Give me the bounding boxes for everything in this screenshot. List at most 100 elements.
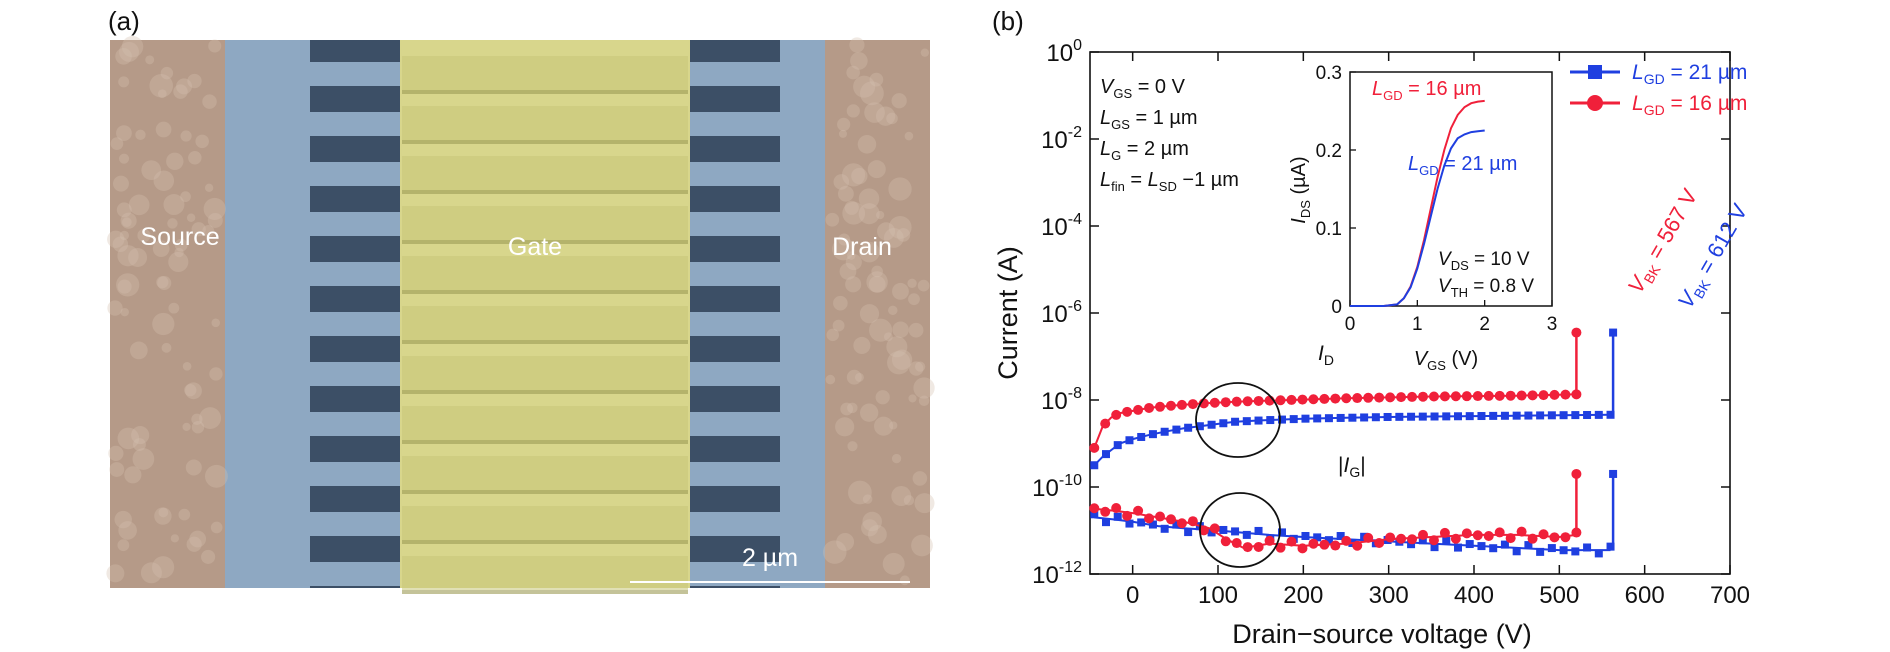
- grain: [850, 52, 868, 70]
- data-point: [1559, 546, 1568, 555]
- panel-a-label: (a): [108, 6, 140, 36]
- grain: [189, 530, 207, 548]
- data-point: [1264, 535, 1275, 546]
- data-point: [1286, 394, 1297, 405]
- data-point: [1137, 518, 1146, 527]
- data-point: [1547, 544, 1556, 553]
- grain: [899, 575, 910, 586]
- inset-series-line: [1350, 129, 1485, 307]
- grain: [887, 350, 911, 375]
- x-tick-label: 400: [1454, 582, 1494, 609]
- grain: [825, 212, 840, 227]
- data-point: [1324, 536, 1333, 545]
- inset-vth: VTH = 0.8 V: [1438, 276, 1534, 300]
- data-point: [1231, 396, 1242, 407]
- data-point: [1242, 417, 1251, 426]
- grain: [846, 251, 856, 260]
- data-point: [1483, 530, 1494, 541]
- grain: [854, 372, 864, 382]
- x-tick-label: 300: [1369, 582, 1409, 609]
- gate-groove: [402, 240, 688, 244]
- data-point: [1242, 396, 1253, 407]
- data-point: [1313, 414, 1322, 423]
- grain: [140, 562, 162, 584]
- x-tick-label: 200: [1283, 582, 1323, 609]
- data-point: [1385, 392, 1396, 403]
- data-point: [1500, 540, 1509, 549]
- grain: [908, 293, 920, 306]
- grain: [908, 394, 917, 403]
- data-point: [1122, 406, 1133, 417]
- grain: [889, 421, 898, 430]
- data-point: [1148, 520, 1157, 529]
- data-point: [1547, 411, 1556, 420]
- grain: [920, 48, 930, 57]
- grain: [911, 534, 933, 557]
- data-point: [1442, 536, 1451, 545]
- data-point: [1549, 389, 1560, 400]
- grain: [918, 395, 930, 407]
- inset-plot: 0 0.1 0.2 0.3 0 1 2 3: [1316, 63, 1558, 335]
- grain: [907, 278, 917, 288]
- condition-lfin: Lfin = LSD −1 µm: [1100, 169, 1239, 194]
- grain: [862, 494, 873, 504]
- x-tick-label: 600: [1625, 582, 1665, 609]
- data-point: [1428, 391, 1439, 402]
- gate-groove: [402, 540, 688, 544]
- grain: [132, 448, 155, 470]
- grain: [888, 177, 912, 201]
- grain: [199, 407, 222, 430]
- grain: [128, 194, 150, 216]
- data-point: [1500, 411, 1509, 420]
- grain: [152, 240, 170, 258]
- grain: [163, 194, 185, 216]
- grain: [186, 213, 196, 223]
- data-point: [1494, 390, 1505, 401]
- grain: [119, 230, 130, 241]
- grain: [859, 81, 884, 106]
- data-point: [1430, 543, 1439, 552]
- inset-series: [1350, 99, 1485, 307]
- grain: [135, 129, 146, 141]
- grain: [849, 37, 865, 53]
- fin: [310, 212, 400, 236]
- grain: [859, 241, 880, 263]
- grain: [838, 233, 851, 246]
- data-point: [1187, 399, 1198, 410]
- data-point: [1184, 423, 1193, 432]
- data-point: [1454, 543, 1462, 552]
- data-point: [1348, 413, 1357, 422]
- data-point: [1571, 411, 1580, 420]
- grain: [912, 471, 928, 486]
- grain: [845, 276, 862, 293]
- sem-micrograph: [106, 35, 935, 594]
- grain: [187, 73, 202, 89]
- y-tick-label: 10-10: [1032, 472, 1082, 502]
- data-point: [1383, 412, 1392, 421]
- condition-lgs: LGS = 1 µm: [1100, 107, 1198, 132]
- grain: [160, 66, 174, 80]
- grain: [846, 369, 862, 385]
- data-point: [1231, 527, 1240, 536]
- data-point: [1477, 412, 1486, 421]
- condition-vgs: VGS = 0 V: [1100, 76, 1186, 101]
- data-point: [1516, 390, 1527, 401]
- data-point: [1286, 536, 1297, 547]
- grain: [874, 416, 894, 436]
- breakdown-point: [1609, 328, 1618, 337]
- data-point: [1125, 519, 1134, 528]
- data-point: [1417, 529, 1428, 540]
- grain: [864, 102, 885, 123]
- grain: [875, 390, 890, 405]
- data-point: [1308, 394, 1319, 405]
- grain: [184, 384, 197, 397]
- inset-label-21: LGD = 21 µm: [1408, 153, 1517, 178]
- main-x-axis-label: Drain−source voltage (V): [1232, 619, 1531, 649]
- source-label: Source: [140, 223, 219, 251]
- data-point: [1254, 416, 1263, 425]
- gate-groove: [402, 340, 688, 344]
- data-point: [1418, 412, 1427, 421]
- data-point: [1396, 392, 1407, 403]
- fin: [310, 112, 400, 136]
- data-point: [1231, 417, 1240, 426]
